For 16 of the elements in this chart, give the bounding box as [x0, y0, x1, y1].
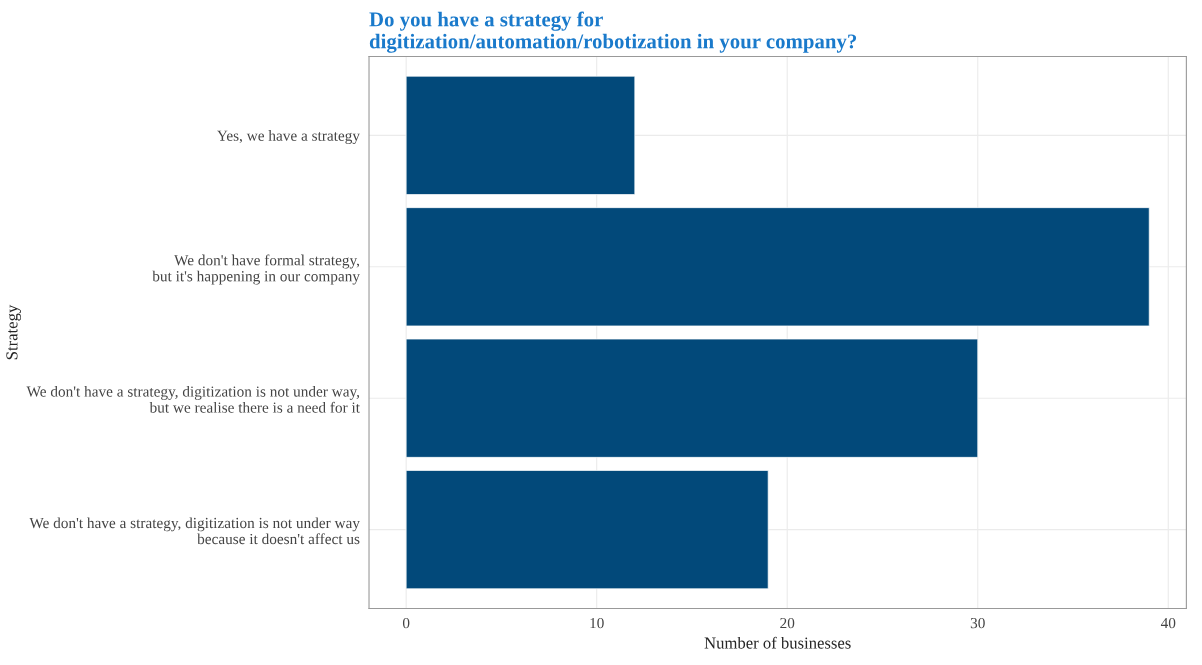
- x-tick-label: 30: [970, 617, 985, 629]
- y-tick-label: We don't have formal strategy, but it's happening in our company: [152, 254, 360, 285]
- y-tick-label: We don't have a strategy, digitization is not under way because it doesn't affect us: [29, 517, 360, 545]
- x-tick-label: 40: [1160, 617, 1176, 629]
- chart-title: Do you have a strategy for digitization/automation/robotization in your company?: [369, 11, 857, 53]
- x-tick-label: 20: [780, 617, 795, 629]
- y-tick-label: Yes, we have a strategy: [217, 130, 360, 144]
- bar: [405, 75, 636, 195]
- bar: [405, 470, 769, 590]
- x-tick-label: 10: [590, 617, 604, 629]
- x-tick-label: 0: [402, 617, 410, 629]
- y-tick-label: We don't have a strategy, digitization is not under way, but we realise there is a need for it: [26, 385, 360, 413]
- bar: [405, 207, 1150, 327]
- bar: [405, 338, 979, 458]
- x-axis-title: Number of businesses: [704, 636, 851, 649]
- y-axis-title: Strategy: [6, 304, 21, 360]
